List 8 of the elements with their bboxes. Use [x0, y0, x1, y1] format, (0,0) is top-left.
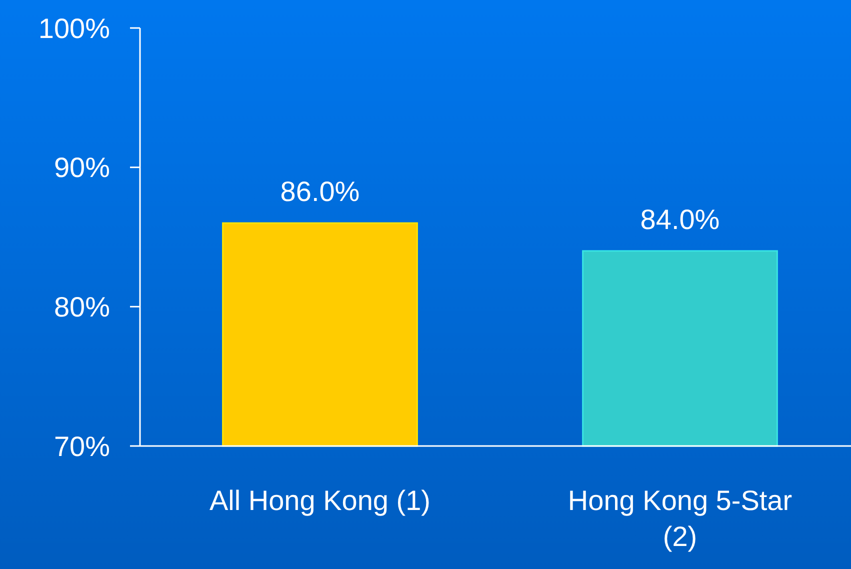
y-tick-label: 100%: [38, 12, 110, 44]
data-label: 86.0%: [280, 176, 360, 208]
y-tick-label: 80%: [54, 291, 110, 322]
y-tick-label: 70%: [54, 430, 110, 462]
y-tick-label: 90%: [54, 152, 110, 184]
data-label: 84.0%: [640, 204, 720, 235]
x-tick-label: All Hong Kong (1): [209, 485, 431, 516]
x-tick-label: Hong Kong 5-Star (2): [568, 485, 792, 552]
